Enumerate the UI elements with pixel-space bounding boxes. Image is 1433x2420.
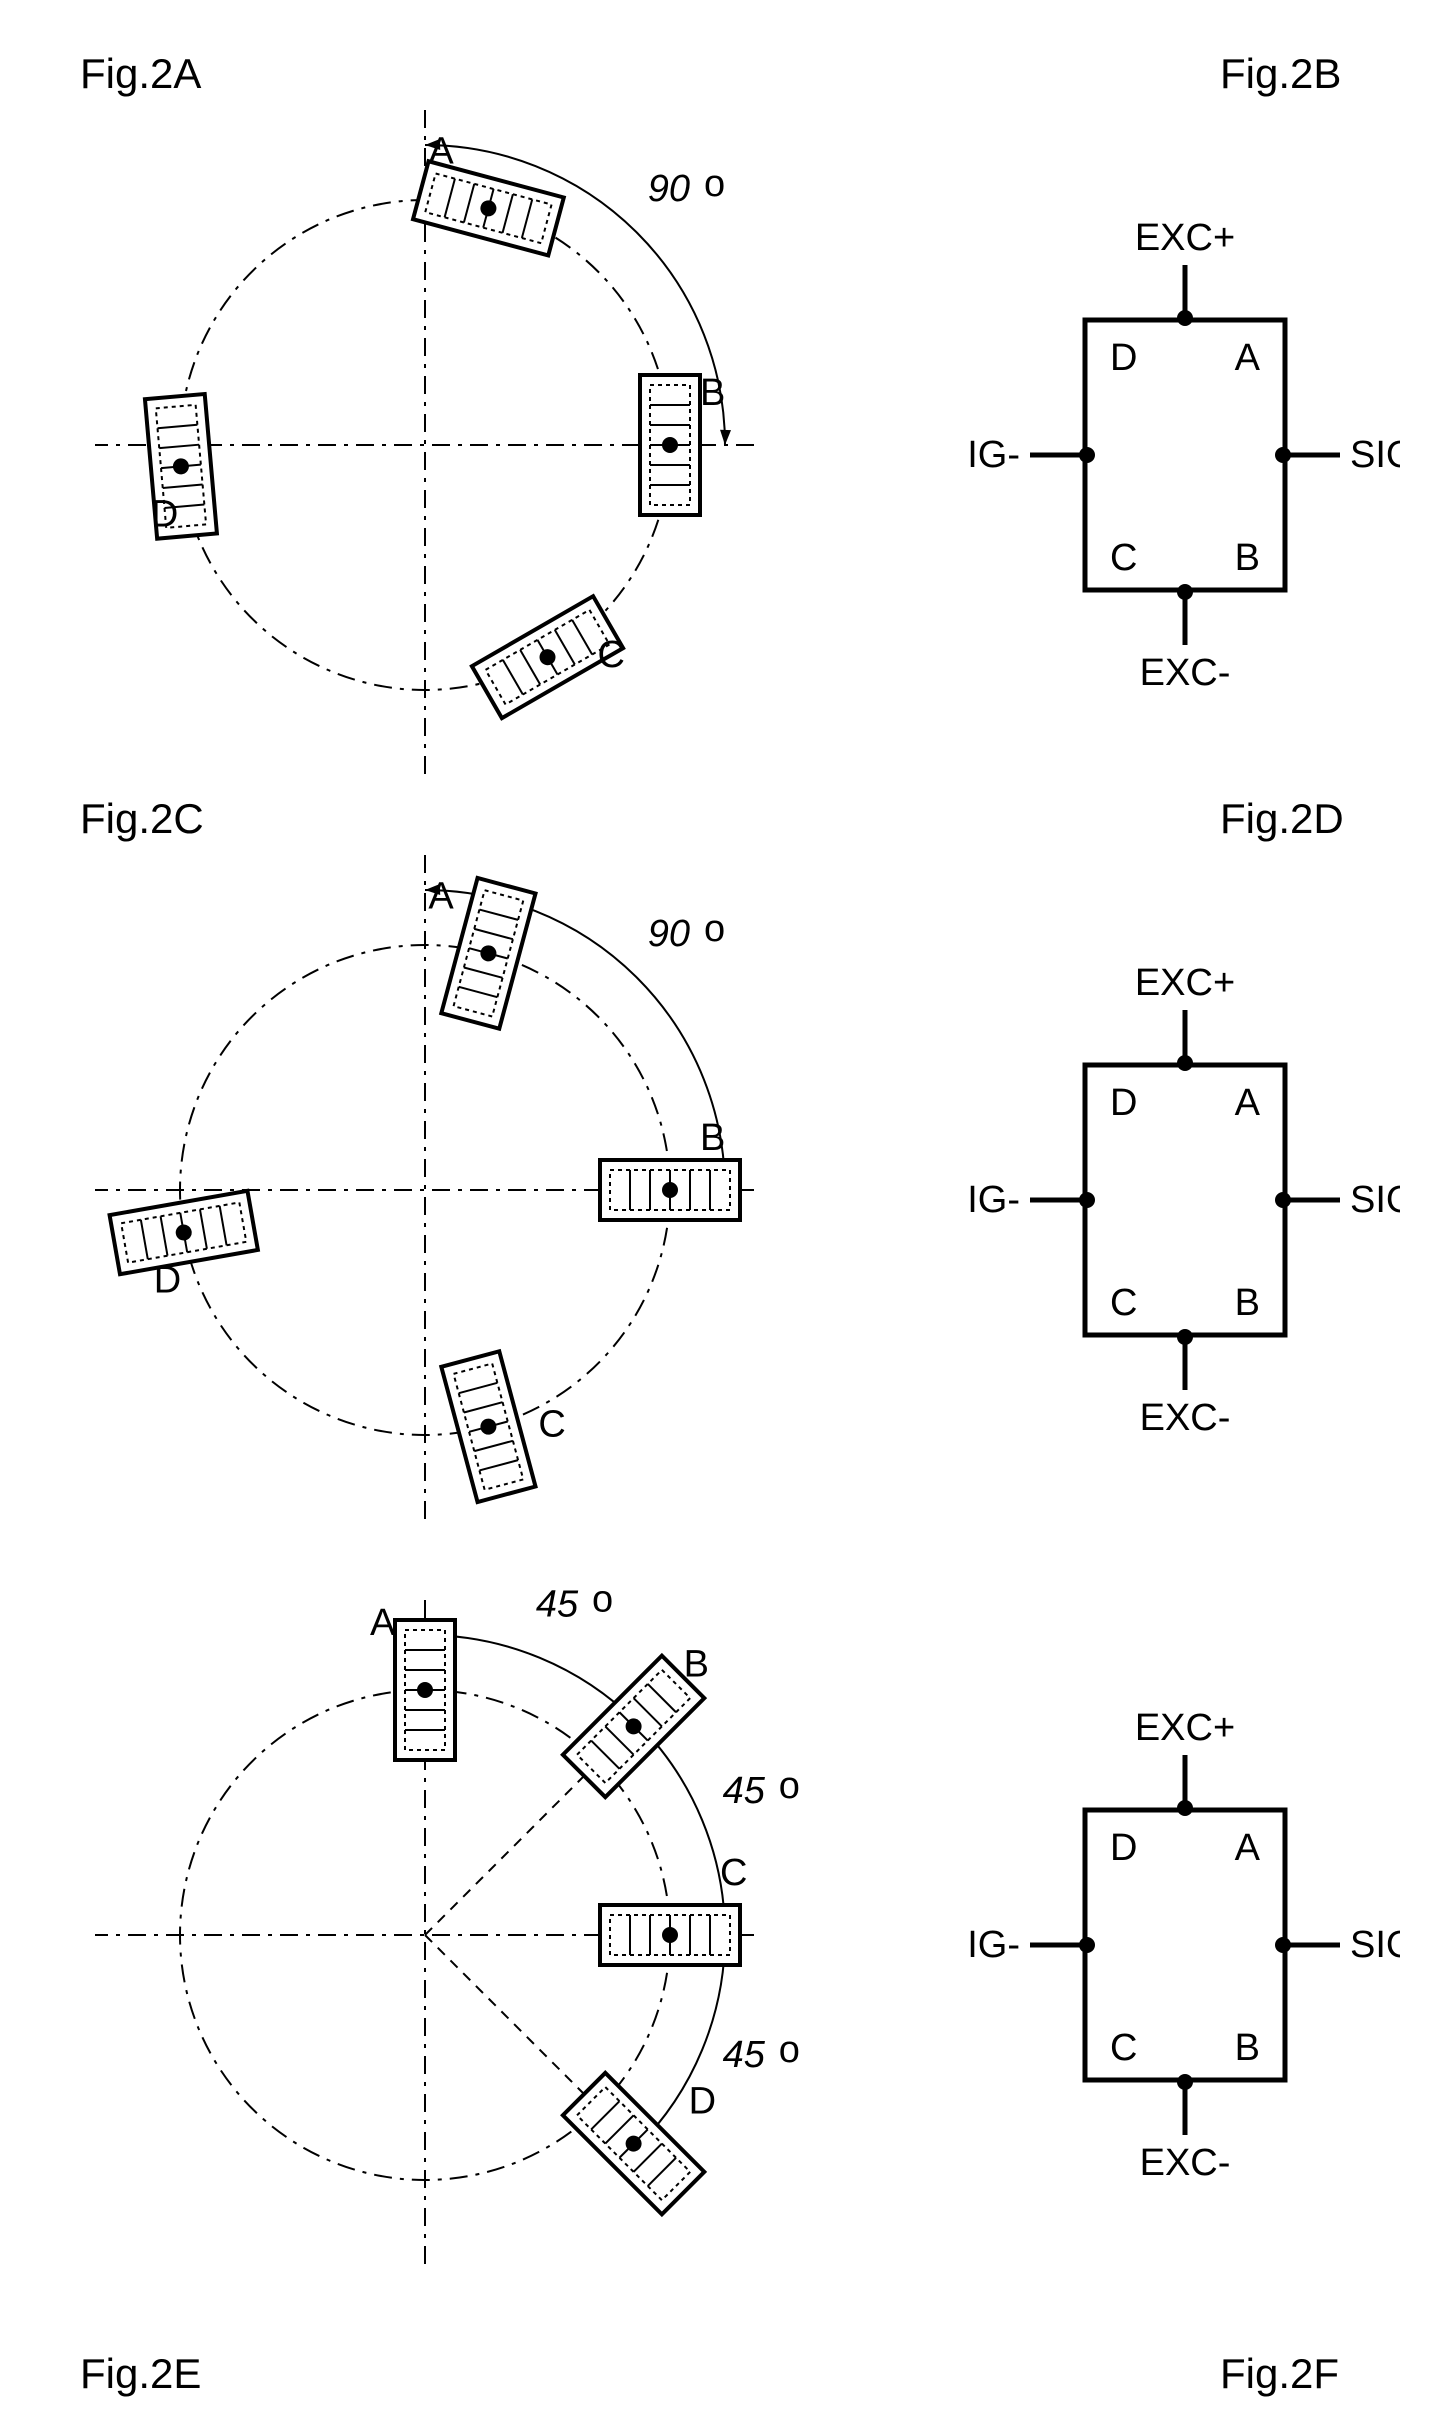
bridge-label-top: EXC+	[1135, 217, 1235, 259]
bridge-label-tl: D	[1110, 1082, 1137, 1124]
bridge-label-right: SIG+	[1350, 434, 1400, 476]
gauge-label-a: A	[428, 875, 454, 917]
bridge-label-tl: D	[1110, 337, 1137, 379]
bridge-label-bottom: EXC-	[1140, 652, 1231, 694]
strain-gauge	[441, 878, 535, 1029]
bridge-label-tr: A	[1235, 1827, 1261, 1869]
strain-gauge	[395, 1620, 455, 1760]
gauge-label-d: D	[151, 493, 178, 535]
degree-sign: o	[704, 163, 725, 205]
degree-sign: o	[704, 908, 725, 950]
bridge-label-tr: A	[1235, 337, 1261, 379]
strain-gauge	[110, 1191, 258, 1274]
bridge-label-br: B	[1235, 2027, 1260, 2069]
bridge-label-left: SIG-	[970, 1179, 1020, 1221]
degree-sign: o	[592, 1578, 613, 1620]
figure-label-e: Fig.2E	[80, 2350, 201, 2398]
bridge-label-right: SIG+	[1350, 1924, 1400, 1966]
bridge-label-bl: C	[1110, 2027, 1137, 2069]
bridge-label-bl: C	[1110, 1282, 1137, 1324]
angle-label: 45	[723, 1770, 766, 1812]
angle-label: 45	[536, 1583, 579, 1625]
circle-diagram-row3: 45 o 45 o 45 o A B C D	[95, 1565, 835, 2305]
figure-label-d: Fig.2D	[1220, 795, 1344, 843]
strain-gauge	[563, 2073, 704, 2214]
gauge-label-d: D	[154, 1260, 181, 1302]
figure-label-b: Fig.2B	[1220, 50, 1341, 98]
degree-sign: o	[779, 1765, 800, 1807]
angle-label: 45	[723, 2034, 766, 2076]
bridge-label-bottom: EXC-	[1140, 1397, 1231, 1439]
circle-diagram-row1: 90 o A B C D	[95, 75, 835, 815]
gauge-label-b: B	[700, 1117, 725, 1159]
strain-gauge	[600, 1160, 740, 1220]
circle-diagram-row2: 90 o A B C D	[95, 820, 835, 1560]
gauge-label-b: B	[684, 1643, 709, 1685]
bridge-label-bottom: EXC-	[1140, 2142, 1231, 2184]
angle-label: 90	[648, 168, 690, 210]
bridge-label-top: EXC+	[1135, 962, 1235, 1004]
bridge-label-br: B	[1235, 537, 1260, 579]
bridge-diagram-row1: EXC+ EXC- SIG- SIG+ D A C B	[970, 195, 1400, 715]
bridge-diagram-row3: EXC+ EXC- SIG- SIG+ D A C B	[970, 1685, 1400, 2205]
bridge-label-left: SIG-	[970, 1924, 1020, 1966]
bridge-label-top: EXC+	[1135, 1707, 1235, 1749]
gauge-label-a: A	[428, 130, 454, 172]
bridge-label-tl: D	[1110, 1827, 1137, 1869]
gauge-label-a: A	[370, 1602, 396, 1644]
gauge-label-c: C	[598, 634, 625, 676]
bridge-label-br: B	[1235, 1282, 1260, 1324]
figure-label-f: Fig.2F	[1220, 2350, 1339, 2398]
strain-gauge	[441, 1351, 535, 1502]
gauge-label-c: C	[720, 1852, 747, 1894]
strain-gauge	[600, 1905, 740, 1965]
strain-gauge	[413, 161, 564, 255]
gauge-label-c: C	[538, 1404, 565, 1446]
angle-label: 90	[648, 913, 690, 955]
bridge-label-bl: C	[1110, 537, 1137, 579]
gauge-label-b: B	[700, 372, 725, 414]
bridge-label-right: SIG+	[1350, 1179, 1400, 1221]
gauge-label-d: D	[689, 2081, 716, 2123]
bridge-label-left: SIG-	[970, 434, 1020, 476]
strain-gauge	[640, 375, 700, 515]
bridge-label-tr: A	[1235, 1082, 1261, 1124]
degree-sign: o	[779, 2029, 800, 2071]
bridge-diagram-row2: EXC+ EXC- SIG- SIG+ D A C B	[970, 940, 1400, 1460]
